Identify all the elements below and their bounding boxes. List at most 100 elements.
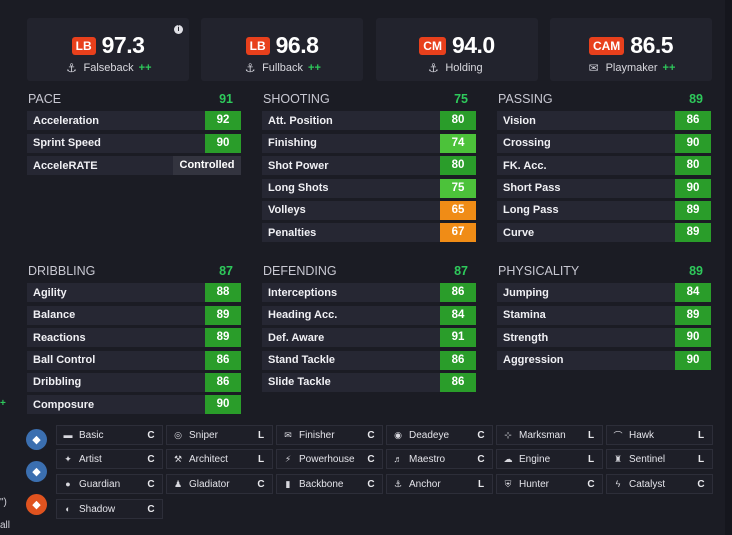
rating-value: 96.8 — [275, 32, 319, 58]
rating-card-cm-holding[interactable]: CM 94.0 ⚓ Holding — [376, 18, 538, 81]
stat-row: Reactions 89 — [27, 328, 241, 348]
marksman-icon: ⊹ — [504, 429, 512, 440]
group-title: SHOOTING — [263, 92, 330, 106]
shadow-icon: ◐ — [65, 504, 71, 514]
playstyle-engine[interactable]: ☁ Engine L — [496, 449, 603, 469]
stat-row: Att. Position 80 — [262, 111, 476, 131]
stat-value: 67 — [440, 223, 476, 243]
playstyle-anchor[interactable]: ⚓ Anchor L — [386, 474, 493, 494]
playstyle-tag: C — [147, 453, 155, 465]
rating-card-lb-falseback[interactable]: i LB 97.3 ⚓ Falseback ++ — [27, 18, 189, 81]
stat-row: Finishing 74 — [262, 133, 476, 153]
playstyle-name: Basic — [79, 429, 104, 441]
playstyle-shadow[interactable]: ◐ Shadow C — [56, 499, 163, 519]
left-edge-text: all — [0, 520, 11, 531]
stat-name: Balance — [33, 309, 76, 322]
role-name: Falseback — [83, 62, 134, 74]
group-title: PACE — [28, 92, 62, 106]
playstyle-hawk[interactable]: ⌒ Hawk L — [606, 425, 713, 445]
playstyle-hunter[interactable]: ⛨ Hunter C — [496, 474, 603, 494]
stat-value: 92 — [205, 111, 241, 131]
stat-value: 88 — [205, 283, 241, 303]
stat-row: Long Pass 89 — [497, 200, 711, 220]
stat-name: Heading Acc. — [268, 309, 338, 322]
group-title: PHYSICALITY — [498, 264, 580, 278]
stat-row: Agility 88 — [27, 283, 241, 303]
group-value: 87 — [219, 264, 233, 278]
playstyle-tag: C — [257, 478, 265, 490]
left-edge-text: ") — [0, 497, 7, 508]
stat-row: Penalties 67 — [262, 223, 476, 243]
playstyle-marksman[interactable]: ⊹ Marksman L — [496, 425, 603, 445]
position-badge: CM — [419, 36, 446, 55]
playstyle-sentinel[interactable]: ♜ Sentinel L — [606, 449, 713, 469]
info-icon[interactable]: i — [174, 25, 183, 34]
blue-diamond-icon: ◆ — [32, 434, 41, 446]
stat-name: Def. Aware — [268, 331, 325, 344]
stat-row: Curve 89 — [497, 223, 711, 243]
stat-value: 80 — [440, 156, 476, 176]
playstyle-name: Artist — [79, 453, 102, 465]
playstyle-name: Maestro — [409, 453, 446, 465]
playstyle-tag: C — [477, 429, 485, 441]
catalyst-icon: ϟ — [615, 479, 621, 489]
playstyle-catalyst[interactable]: ϟ Catalyst C — [606, 474, 713, 494]
playstyle-maestro[interactable]: ♬ Maestro C — [386, 449, 493, 469]
group-value: 89 — [689, 264, 703, 278]
playstyle-name: Deadeye — [409, 429, 450, 441]
powerhouse-icon: ⚡ — [284, 453, 292, 464]
stat-row: Dribbling 86 — [27, 372, 241, 392]
stat-value: 89 — [675, 223, 711, 243]
architect-icon: ⚒ — [173, 453, 183, 464]
position-badge: LB — [245, 36, 270, 55]
rating-card-cam-playmaker[interactable]: CAM 86.5 ✉ Playmaker ++ — [550, 18, 712, 81]
anchor-icon: ⚓ — [66, 61, 77, 75]
stat-value: 91 — [440, 328, 476, 348]
stat-name: Slide Tackle — [268, 376, 331, 389]
anchor-icon: ⚓ — [244, 61, 256, 75]
playstyle-tag: C — [587, 478, 595, 490]
anchor-icon: ⚓ — [393, 478, 403, 489]
playstyle-basic[interactable]: ▬ Basic C — [56, 425, 163, 445]
playstyle-tag: L — [477, 478, 485, 490]
position-badge: LB — [71, 36, 96, 55]
stat-value: 84 — [440, 305, 476, 325]
stat-name: Penalties — [268, 226, 317, 239]
playstyle-name: Sniper — [189, 429, 218, 441]
stat-value: 84 — [675, 283, 711, 303]
playstyle-tag: L — [697, 453, 705, 465]
stat-name: Long Shots — [268, 182, 329, 195]
playstyle-gladiator[interactable]: ♟ Gladiator C — [166, 474, 273, 494]
stat-value: 90 — [675, 328, 711, 348]
playstyle-tag: C — [147, 429, 155, 441]
playstyle-finisher[interactable]: ✉ Finisher C — [276, 425, 383, 445]
stat-value: 86 — [440, 350, 476, 370]
playstyle-tag: C — [367, 429, 375, 441]
playstyle-artist[interactable]: ✦ Artist C — [56, 449, 163, 469]
stat-row: Composure 90 — [27, 395, 241, 415]
rating-card-lb-fullback[interactable]: LB 96.8 ⚓ Fullback ++ — [201, 18, 363, 81]
playstyle-deadeye[interactable]: ◉ Deadeye C — [386, 425, 493, 445]
group-title: DRIBBLING — [28, 264, 96, 278]
stat-row: Short Pass 90 — [497, 178, 711, 198]
group-value: 87 — [454, 264, 468, 278]
rating-value: 94.0 — [451, 32, 495, 58]
blue-diamond-icon: ◆ — [32, 466, 41, 478]
playstyle-sniper[interactable]: ◎ Sniper L — [166, 425, 273, 445]
stat-group-pace: PACE 91 Acceleration 92 Sprint Speed 90 Accel… — [27, 92, 241, 176]
stat-name: Agility — [33, 286, 67, 299]
hawk-icon: ⌒ — [613, 430, 623, 441]
stat-row: Strength 90 — [497, 328, 711, 348]
playstyle-architect[interactable]: ⚒ Architect L — [166, 449, 273, 469]
playstyle-tag: L — [697, 429, 705, 441]
stat-row: Stamina 89 — [497, 305, 711, 325]
playstyle-backbone[interactable]: ▮ Backbone C — [276, 474, 383, 494]
stat-value: 89 — [675, 305, 711, 325]
stat-value: 80 — [675, 156, 711, 176]
playstyle-powerhouse[interactable]: ⚡ Powerhouse C — [276, 449, 383, 469]
stat-value: 75 — [440, 178, 476, 198]
stat-row: Sprint Speed 90 — [27, 133, 241, 153]
stat-name: Sprint Speed — [33, 137, 101, 150]
playstyle-guardian[interactable]: ● Guardian C — [56, 474, 163, 494]
playstyle-tag: L — [257, 453, 265, 465]
